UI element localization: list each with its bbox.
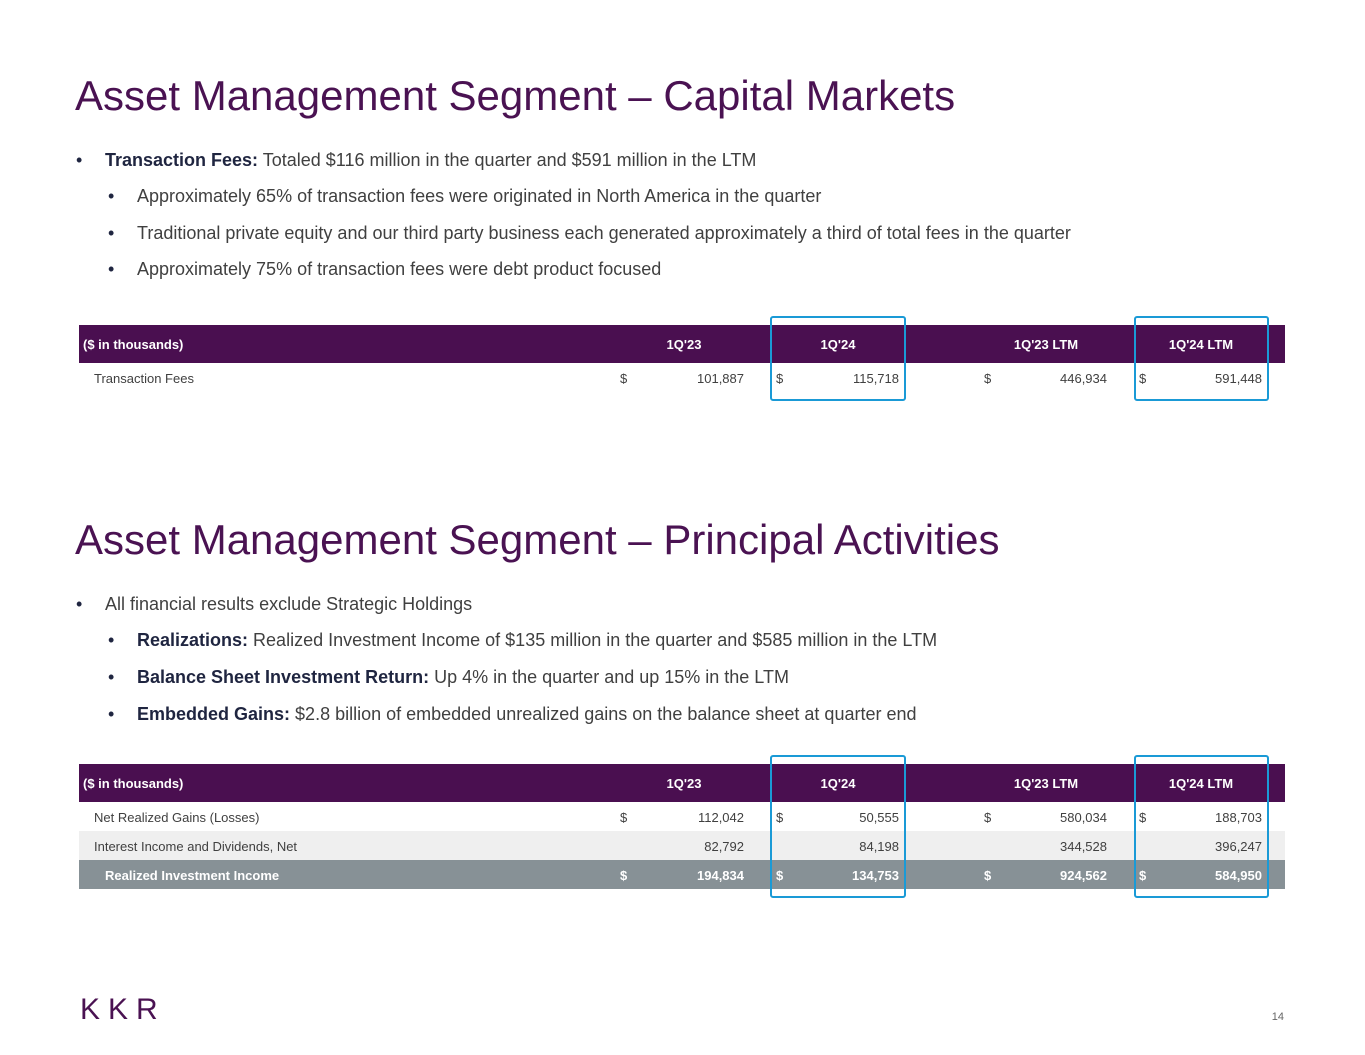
value: 194,834 <box>697 868 744 883</box>
bullet-text: Embedded Gains: $2.8 billion of embedded… <box>137 704 917 725</box>
value: 134,753 <box>852 868 899 883</box>
table-header <box>79 325 1285 363</box>
header-cell: 1Q'24 <box>820 337 856 352</box>
value: 446,934 <box>1060 371 1107 386</box>
bullet-label: Embedded Gains: <box>137 704 291 724</box>
bullet-body: Realized Investment Income of $135 milli… <box>253 630 938 650</box>
value: 584,950 <box>1215 868 1262 883</box>
bullet-text: Approximately 65% of transaction fees we… <box>137 186 821 207</box>
row-label: Net Realized Gains (Losses) <box>94 810 260 825</box>
logo: KKR <box>80 993 166 1026</box>
currency: $ <box>1139 810 1147 825</box>
row-label: Interest Income and Dividends, Net <box>94 839 298 854</box>
bullet-dot: • <box>108 704 115 724</box>
value: 115,718 <box>852 371 899 386</box>
currency: $ <box>620 810 628 825</box>
header-cell: ($ in thousands) <box>83 776 184 791</box>
currency: $ <box>984 371 992 386</box>
bullet-dot: • <box>108 223 115 243</box>
bullet-text: Realizations: Realized Investment Income… <box>137 630 937 651</box>
value: 112,042 <box>697 810 744 825</box>
value: 50,555 <box>859 810 899 825</box>
value: 82,792 <box>704 839 744 854</box>
section-title: Asset Management Segment – Principal Act… <box>75 516 1000 563</box>
table-header <box>79 764 1285 802</box>
value: 591,448 <box>1215 371 1262 386</box>
highlight-box <box>770 755 906 898</box>
currency: $ <box>776 371 784 386</box>
currency: $ <box>984 810 992 825</box>
bullet-dot: • <box>76 150 83 170</box>
highlight-box <box>1134 316 1269 401</box>
header-cell: ($ in thousands) <box>83 337 184 352</box>
bullet-dot: • <box>108 667 115 687</box>
bullet-text: Traditional private equity and our third… <box>137 223 1071 244</box>
bullet-dot: • <box>108 630 115 650</box>
value: 580,034 <box>1060 810 1107 825</box>
header-cell: 1Q'24 LTM <box>1168 776 1234 791</box>
header-cell: 1Q'23 <box>666 776 702 791</box>
header-cell: 1Q'23 LTM <box>1013 337 1079 352</box>
currency: $ <box>1139 868 1147 883</box>
bullet-body: Traditional private equity and our third… <box>137 223 1071 243</box>
currency: $ <box>1139 371 1147 386</box>
value: 344,528 <box>1060 839 1107 854</box>
header-cell: 1Q'24 LTM <box>1168 337 1234 352</box>
highlight-box <box>770 316 906 401</box>
bullet-body: Totaled $116 million in the quarter and … <box>262 150 757 170</box>
bullet-label: Realizations: <box>137 630 249 650</box>
highlight-box <box>1134 755 1269 898</box>
currency: $ <box>984 868 992 883</box>
bullet-body: Approximately 65% of transaction fees we… <box>137 186 822 206</box>
section-title: Asset Management Segment – Capital Marke… <box>75 72 956 119</box>
bullet-body: $2.8 billion of embedded unrealized gain… <box>295 704 917 724</box>
bullet-text: Transaction Fees: Totaled $116 million i… <box>105 150 756 171</box>
header-cell: 1Q'23 LTM <box>1013 776 1079 791</box>
bullet-dot: • <box>108 186 115 206</box>
bullet-body: All financial results exclude Strategic … <box>105 594 473 614</box>
header-cell: 1Q'23 <box>666 337 702 352</box>
bullet-dot: • <box>108 259 115 279</box>
row-bg <box>79 831 1285 860</box>
bullet-text: Approximately 75% of transaction fees we… <box>137 259 661 280</box>
value: 188,703 <box>1215 810 1262 825</box>
bullet-body: Up 4% in the quarter and up 15% in the L… <box>434 667 789 687</box>
value: 396,247 <box>1215 839 1262 854</box>
bullet-text: Balance Sheet Investment Return: Up 4% i… <box>137 667 789 688</box>
row-label: Transaction Fees <box>94 371 194 386</box>
page-number: 14 <box>1271 1011 1284 1023</box>
currency: $ <box>776 810 784 825</box>
value: 924,562 <box>1060 868 1107 883</box>
currency: $ <box>776 868 784 883</box>
currency: $ <box>620 868 628 883</box>
bullet-text: All financial results exclude Strategic … <box>105 594 472 615</box>
currency: $ <box>620 371 628 386</box>
bullet-body: Approximately 75% of transaction fees we… <box>137 259 662 279</box>
bullet-label: Balance Sheet Investment Return: <box>137 667 430 687</box>
value: 101,887 <box>697 371 744 386</box>
total-row-bg <box>79 860 1285 889</box>
bullet-label: Transaction Fees: <box>105 150 259 170</box>
bullet-dot: • <box>76 594 83 614</box>
header-cell: 1Q'24 <box>820 776 856 791</box>
value: 84,198 <box>859 839 899 854</box>
row-label: Realized Investment Income <box>105 868 280 883</box>
